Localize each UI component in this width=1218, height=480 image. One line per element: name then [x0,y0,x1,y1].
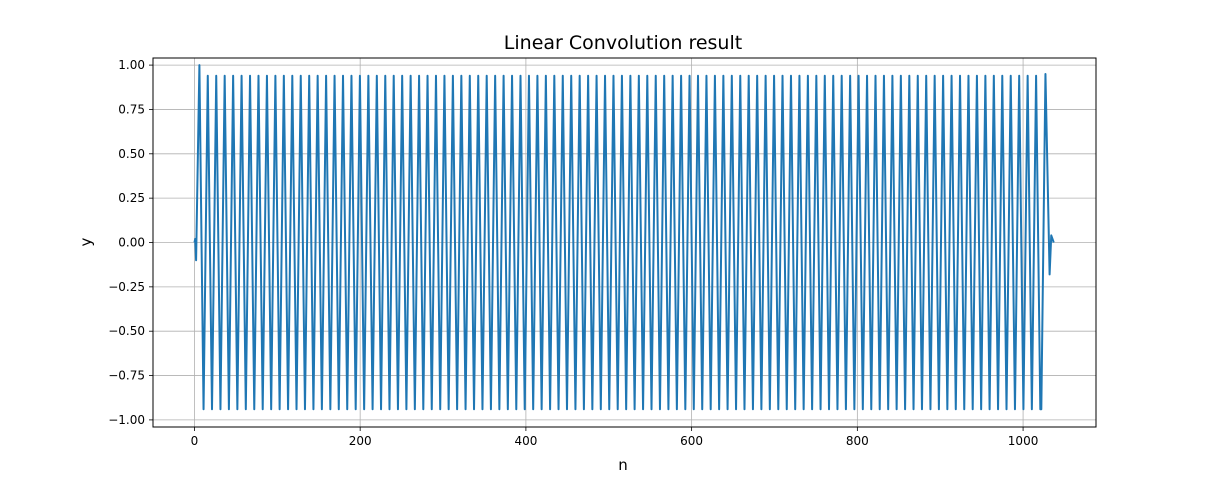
y-tick-label: −0.25 [108,280,145,294]
x-tick-label: 1000 [1008,434,1039,448]
y-tick-label: 0.75 [118,102,145,116]
y-tick-label: 0.25 [118,191,145,205]
x-axis-ticks: 0 200 400 600 800 1000 [191,427,1039,448]
x-axis-label: n [618,456,628,474]
chart-title: Linear Convolution result [504,32,742,54]
y-tick-label: 0.50 [118,147,145,161]
x-tick-label: 600 [680,434,703,448]
y-tick-label: −0.75 [108,369,145,383]
y-tick-label: 1.00 [118,58,145,72]
y-tick-label: −0.50 [108,324,145,338]
y-tick-label: −1.00 [108,413,145,427]
x-tick-label: 400 [514,434,537,448]
plot-frame [152,57,1097,428]
x-tick-label: 800 [846,434,869,448]
y-axis-label: y [77,237,95,246]
series-line [193,64,1055,411]
x-tick-label: 200 [349,434,372,448]
y-tick-label: 0.00 [118,236,145,250]
x-tick-label: 0 [191,434,199,448]
series-group [193,64,1055,411]
y-axis-ticks: −1.00 −0.75 −0.50 −0.25 0.00 0.25 0.50 0.75 1.00 [108,58,153,427]
